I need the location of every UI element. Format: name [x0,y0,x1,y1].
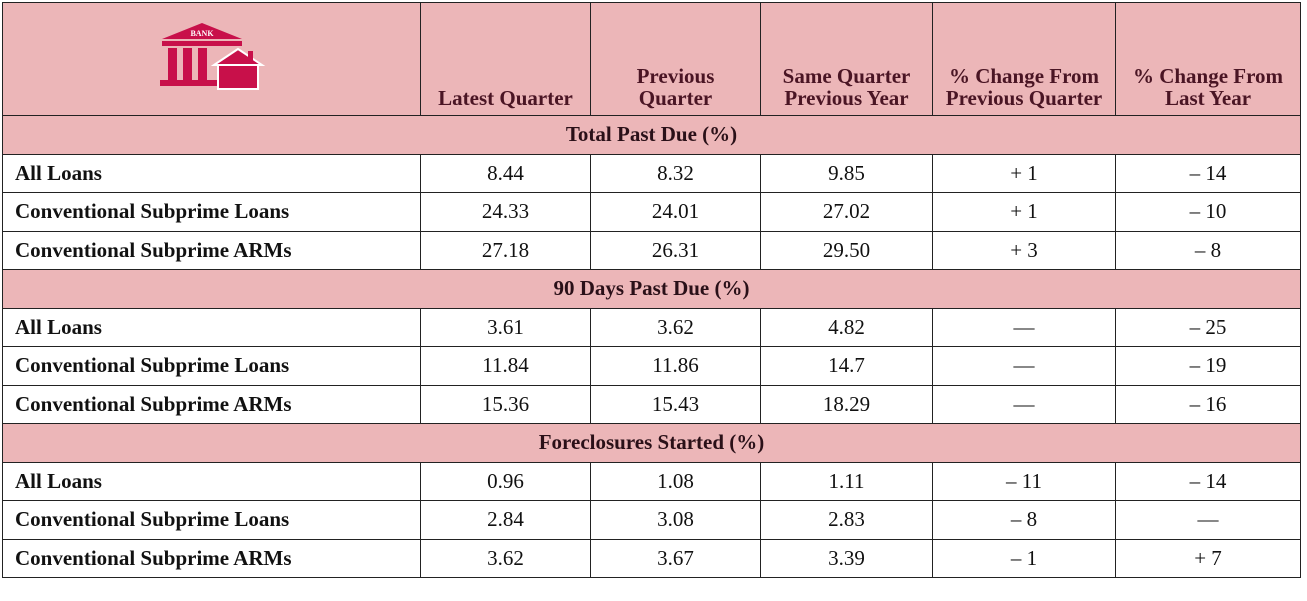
data-row: All Loans 3.61 3.62 4.82— – 25 [2,307,1301,347]
cell: 15.36 [420,384,591,424]
row-label: Conventional Subprime Loans [2,192,421,232]
row-label: All Loans [2,153,421,193]
cell: 0.96 [420,461,591,501]
data-row: Conventional Subprime Loans 11.84 11.86 14.… [2,346,1301,386]
cell: 9.85 [760,153,933,193]
data-row: Conventional Subprime ARMs 3.62 3.67 3.39– … [2,538,1301,578]
column-header: Same Quarter Previous Year [760,2,933,116]
cell: 24.01 [590,192,761,232]
row-label: Conventional Subprime Loans [2,500,421,540]
cell: – 25 [1115,307,1301,347]
cell: – 8 [932,500,1116,540]
cell: – 11 [932,461,1116,501]
cell: + 1 [932,192,1116,232]
icon-cell: BANK [2,2,421,116]
column-header: % Change From Previous Quarter [932,2,1116,116]
cell: 3.08 [590,500,761,540]
cell: 18.29 [760,384,933,424]
cell: 3.62 [420,538,591,578]
cell: + 3 [932,230,1116,270]
row-label: All Loans [2,307,421,347]
data-row: All Loans 8.44 8.32 9.85 + 1– 14 [2,153,1301,193]
bank-icon: BANK [159,23,265,90]
cell: – 16 [1115,384,1301,424]
cell: — [932,307,1116,347]
cell: — [932,384,1116,424]
column-header: Latest Quarter [420,2,591,116]
data-row: Conventional Subprime ARMs 15.36 15.43 18.2… [2,384,1301,424]
row-label: Conventional Subprime ARMs [2,538,421,578]
section-title: Total Past Due (%) [2,115,1301,155]
delinquency-table: BANK Latest Quarter Previous Quarter Same … [2,2,1301,578]
cell: – 14 [1115,153,1301,193]
cell: + 1 [932,153,1116,193]
cell: 4.82 [760,307,933,347]
cell: 29.50 [760,230,933,270]
cell: 24.33 [420,192,591,232]
data-row: Conventional Subprime ARMs 27.18 26.31 29.5… [2,230,1301,270]
row-label: Conventional Subprime ARMs [2,384,421,424]
cell: + 7 [1115,538,1301,578]
cell: – 19 [1115,346,1301,386]
icon-label: BANK [190,29,214,38]
cell: 14.7 [760,346,933,386]
cell: 27.18 [420,230,591,270]
cell: – 1 [932,538,1116,578]
cell: — [1115,500,1301,540]
data-row: Conventional Subprime Loans 24.33 24.01 27.… [2,192,1301,232]
section-title: Foreclosures Started (%) [2,423,1301,463]
cell: 3.61 [420,307,591,347]
cell: 8.32 [590,153,761,193]
cell: 15.43 [590,384,761,424]
header-row: BANK Latest Quarter Previous Quarter Same … [2,2,1301,116]
cell: 3.67 [590,538,761,578]
cell: – 10 [1115,192,1301,232]
cell: 11.84 [420,346,591,386]
cell: 2.84 [420,500,591,540]
cell: 11.86 [590,346,761,386]
section-row: Total Past Due (%) [2,115,1301,155]
section-row: Foreclosures Started (%) [2,423,1301,463]
data-row: All Loans 0.96 1.08 1.11– 11– 14 [2,461,1301,501]
cell: – 8 [1115,230,1301,270]
row-label: Conventional Subprime ARMs [2,230,421,270]
cell: 26.31 [590,230,761,270]
cell: 1.11 [760,461,933,501]
cell: 1.08 [590,461,761,501]
cell: – 14 [1115,461,1301,501]
cell: 3.39 [760,538,933,578]
column-header: % Change From Last Year [1115,2,1301,116]
section-title: 90 Days Past Due (%) [2,269,1301,309]
cell: 2.83 [760,500,933,540]
cell: 3.62 [590,307,761,347]
cell: 8.44 [420,153,591,193]
cell: 27.02 [760,192,933,232]
row-label: All Loans [2,461,421,501]
data-row: Conventional Subprime Loans 2.84 3.08 2.83–… [2,500,1301,540]
section-row: 90 Days Past Due (%) [2,269,1301,309]
cell: — [932,346,1116,386]
column-header: Previous Quarter [590,2,761,116]
row-label: Conventional Subprime Loans [2,346,421,386]
table-body: Total Past Due (%) All Loans 8.44 8.32 9.85 +… [2,115,1301,578]
